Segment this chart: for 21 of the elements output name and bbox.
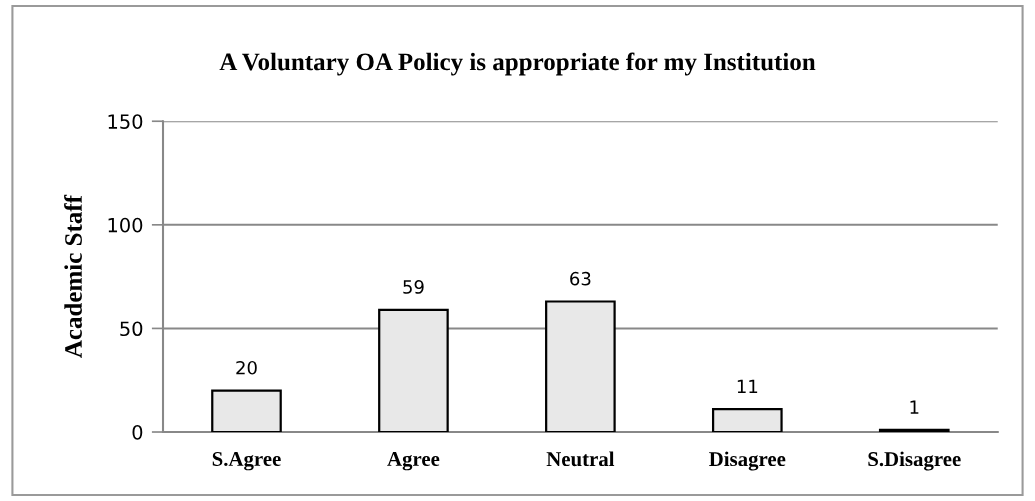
y-tick-label: 150 [108,114,143,129]
x-tick-label: Disagree [709,451,786,471]
x-tick-label: Agree [387,452,440,471]
bar [711,408,783,433]
bar [378,308,449,433]
y-axis-title: Academic Staff [64,194,82,358]
x-tick-label: Neutral [546,451,615,467]
y-tick-label: 50 [120,321,143,337]
chart-title: A Voluntary OA Policy is appropriate for my Institution [219,52,816,76]
bar [545,300,616,433]
y-tick-label: 100 [108,217,143,233]
bar [878,428,950,433]
data-label: 63 [570,271,591,286]
x-tick-label: S.Disagree [868,451,961,471]
data-label: 1 [910,400,919,414]
data-label: 20 [236,360,257,375]
data-label: 11 [737,379,758,393]
data-label: 59 [403,280,424,294]
x-tick-label: S.Agree [212,451,281,471]
y-tick-label: 0 [132,424,143,440]
bar [211,389,282,433]
